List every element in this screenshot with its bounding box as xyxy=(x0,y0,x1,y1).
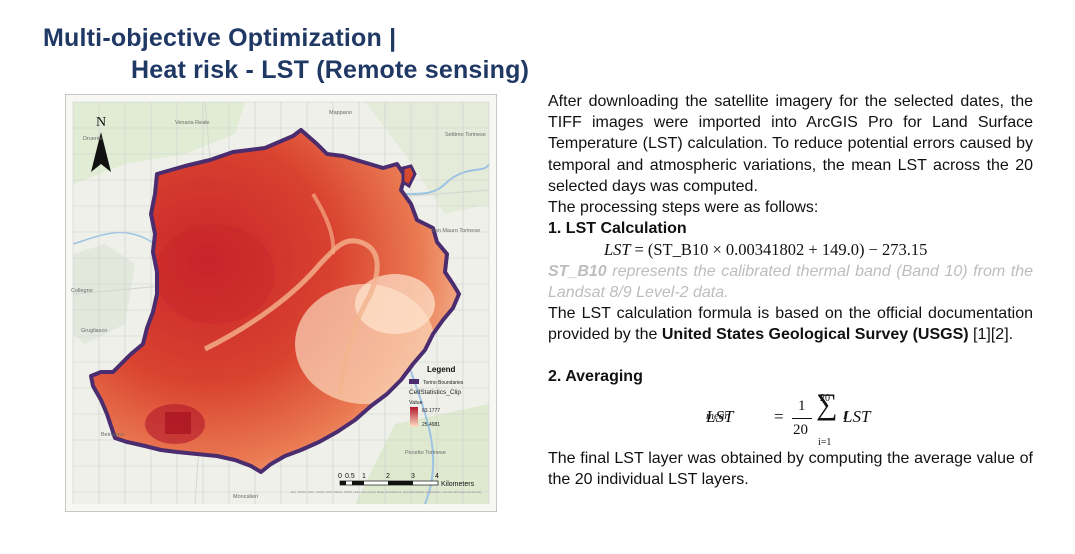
map-legend: Legend Torino Boundaries CellStatistics_… xyxy=(409,365,464,428)
scale-tick-3: 2 xyxy=(386,473,390,480)
scale-tick-0: 0 xyxy=(338,473,342,480)
place-san-mauro: San Mauro Torinese xyxy=(431,228,480,234)
place-beinasco: Beinasco xyxy=(101,432,124,438)
north-arrow-icon: N xyxy=(91,115,111,172)
steps-intro: The processing steps were as follows: xyxy=(548,199,819,217)
legend-raster: CellStatistics_Clip xyxy=(409,389,461,396)
intro-paragraph: After downloading the satellite imagery … xyxy=(548,93,1033,195)
map-attribution: Esri, NASA, NGA, USGS, FAO, NOAA, USGS |… xyxy=(291,490,482,494)
body-text: After downloading the satellite imagery … xyxy=(548,91,1033,490)
legend-value: Value xyxy=(409,400,423,406)
place-collegno: Collegno xyxy=(71,288,93,294)
place-grugliasco: Grugliasco xyxy=(81,328,107,334)
scale-bar: 0 0.5 1 2 3 4 Kilometers xyxy=(338,473,475,488)
final-paragraph: The final LST layer was obtained by comp… xyxy=(548,449,1033,488)
place-moncalieri: Moncalieri xyxy=(233,494,258,500)
scale-tick-4: 3 xyxy=(411,473,415,480)
place-pecetto: Pecetto Torinese xyxy=(405,450,446,456)
scale-tick-5: 4 xyxy=(435,473,439,480)
legend-title: Legend xyxy=(427,365,456,374)
legend-low: 25.4981 xyxy=(422,422,440,428)
step1-heading: 1. LST Calculation xyxy=(548,220,687,238)
usgs-paragraph: The LST calculation formula is based on … xyxy=(548,305,1033,344)
scale-unit: Kilometers xyxy=(441,481,475,488)
lst-map: N Mappano Settimo Torinese Venaria Reale… xyxy=(65,94,497,512)
title-line-2: Heat risk - LST (Remote sensing) xyxy=(131,56,530,84)
place-mappano: Mappano xyxy=(329,110,352,116)
city-boundary xyxy=(89,128,461,474)
lst-formula: LST = (ST_B10 × 0.00341802 + 149.0) − 27… xyxy=(604,240,928,260)
scale-tick-2: 1 xyxy=(362,473,366,480)
legend-high: 63.1777 xyxy=(422,408,440,414)
band-note: ST_B10 represents the calibrated thermal… xyxy=(548,262,1033,301)
svg-text:N: N xyxy=(96,115,106,130)
place-druento: Druento xyxy=(83,136,103,142)
legend-boundary: Torino Boundaries xyxy=(423,380,464,386)
place-venaria: Venaria Reale xyxy=(175,120,210,126)
title-line-1: Multi-objective Optimization | xyxy=(43,24,397,52)
average-formula: LST mean = 1 20 20 ∑ i=1 LST I xyxy=(706,387,871,448)
step2-heading: 2. Averaging xyxy=(548,368,643,386)
scale-tick-1: 0.5 xyxy=(345,473,355,480)
place-settimo: Settimo Torinese xyxy=(445,132,486,138)
